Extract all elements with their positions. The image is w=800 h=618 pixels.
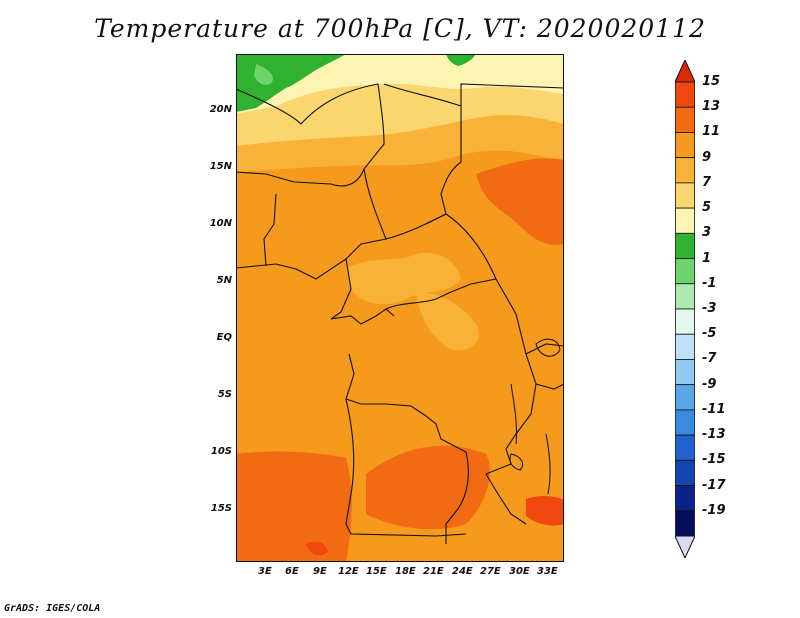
colorbar-label: 15 — [702, 74, 721, 89]
lon-label-12e: 12E — [338, 566, 359, 577]
colorbar-label: -11 — [702, 401, 726, 417]
colorbar-label: 3 — [702, 225, 712, 241]
colorbar-label: -19 — [702, 502, 726, 518]
colorbar-swatch — [675, 409, 695, 436]
border-drc-north — [385, 278, 527, 355]
border-gabon-congo — [330, 258, 395, 325]
border-drc-south — [345, 353, 467, 453]
colorbar-swatch — [675, 132, 695, 159]
map-canvas — [236, 54, 564, 562]
cool-patch-central — [346, 252, 461, 305]
colorbar-label: 9 — [702, 149, 712, 165]
colorbar-bottom-triangle — [675, 535, 695, 558]
colorbar-swatch — [675, 182, 695, 209]
hot-patch-southeast — [526, 496, 564, 526]
contour-band-minus1 — [254, 64, 273, 85]
border-sahel — [236, 83, 385, 187]
colorbar-swatch — [675, 510, 695, 537]
lon-label-33e: 33E — [537, 566, 558, 577]
colorbar — [675, 60, 695, 558]
lat-label-15s: 15S — [210, 503, 232, 514]
colorbar-label: -9 — [702, 376, 717, 392]
colorbar-label: 13 — [702, 99, 721, 115]
colorbar-label: -13 — [702, 427, 726, 443]
temperature-map — [236, 54, 564, 562]
contour-band-1b — [446, 54, 476, 66]
colorbar-label: 7 — [702, 174, 712, 190]
lat-label-10s: 10S — [210, 446, 232, 457]
lon-label-9e: 9E — [313, 566, 327, 577]
lon-label-15e: 15E — [366, 566, 387, 577]
colorbar-label: 5 — [702, 200, 712, 216]
lon-label-3e: 3E — [258, 566, 272, 577]
map-frame — [236, 54, 564, 562]
colorbar-label: -3 — [702, 301, 717, 316]
lat-label-eq: EQ — [216, 332, 232, 343]
lon-label-21e: 21E — [423, 566, 444, 577]
lat-label-5s: 5S — [217, 389, 232, 400]
lake-malawi-shape — [545, 433, 551, 495]
footer-credit: GrADS: IGES/COLA — [4, 603, 101, 614]
chart-title: Temperature at 700hPa [C], VT: 202002011… — [94, 14, 706, 43]
colorbar-label: -17 — [702, 477, 726, 493]
colorbar-swatch — [675, 106, 695, 133]
border-chad — [383, 83, 462, 225]
colorbar-swatch — [675, 434, 695, 461]
lake-mweru-shape — [509, 453, 524, 471]
border-egypt — [460, 83, 564, 106]
colorbar-swatch — [675, 459, 695, 486]
lat-label-10n: 10N — [209, 218, 232, 229]
colorbar-swatch — [675, 485, 695, 512]
colorbar-label: -7 — [702, 351, 717, 367]
warm-patch-east — [476, 158, 564, 245]
colorbar-label: -1 — [702, 275, 717, 291]
lon-label-24e: 24E — [452, 566, 473, 577]
colorbar-swatch — [675, 333, 695, 360]
colorbar-swatch — [675, 157, 695, 184]
border-car — [385, 213, 497, 280]
lat-label-20n: 20N — [209, 104, 232, 115]
lake-victoria-shape — [535, 338, 561, 357]
colorbar-swatch — [675, 207, 695, 234]
colorbar-swatch — [675, 308, 695, 335]
colorbar-swatch — [675, 384, 695, 411]
country-borders — [236, 83, 564, 544]
colorbar-swatch — [675, 81, 695, 108]
colorbar-top-triangle — [675, 60, 695, 83]
lon-label-27e: 27E — [480, 566, 501, 577]
lat-label-5n: 5N — [216, 275, 232, 286]
border-nigeria-cameroon — [236, 168, 387, 280]
lon-label-30e: 30E — [509, 566, 530, 577]
lakes — [509, 338, 561, 495]
colorbar-label: 1 — [702, 250, 712, 266]
warm-patch-southwest — [236, 451, 352, 562]
colorbar-swatch — [675, 283, 695, 310]
colorbar-swatch — [675, 258, 695, 285]
border-benin — [263, 193, 277, 267]
colorbar-label: -5 — [702, 326, 717, 342]
border-malawi — [485, 473, 527, 525]
colorbar-swatch — [675, 232, 695, 259]
colorbar-label: 11 — [702, 124, 721, 140]
lon-label-18e: 18E — [395, 566, 416, 577]
border-angola — [345, 398, 467, 537]
lat-label-15n: 15N — [209, 161, 232, 172]
lon-label-6e: 6E — [285, 566, 299, 577]
border-zambia — [445, 451, 469, 544]
colorbar-label: -15 — [702, 452, 726, 468]
hot-patch-south — [306, 541, 328, 556]
lake-tanganyika-shape — [510, 383, 517, 445]
contour-band-3 — [236, 54, 564, 114]
border-tanzania — [535, 383, 564, 390]
colorbar-swatch — [675, 359, 695, 386]
cool-patch-congo — [416, 293, 479, 351]
